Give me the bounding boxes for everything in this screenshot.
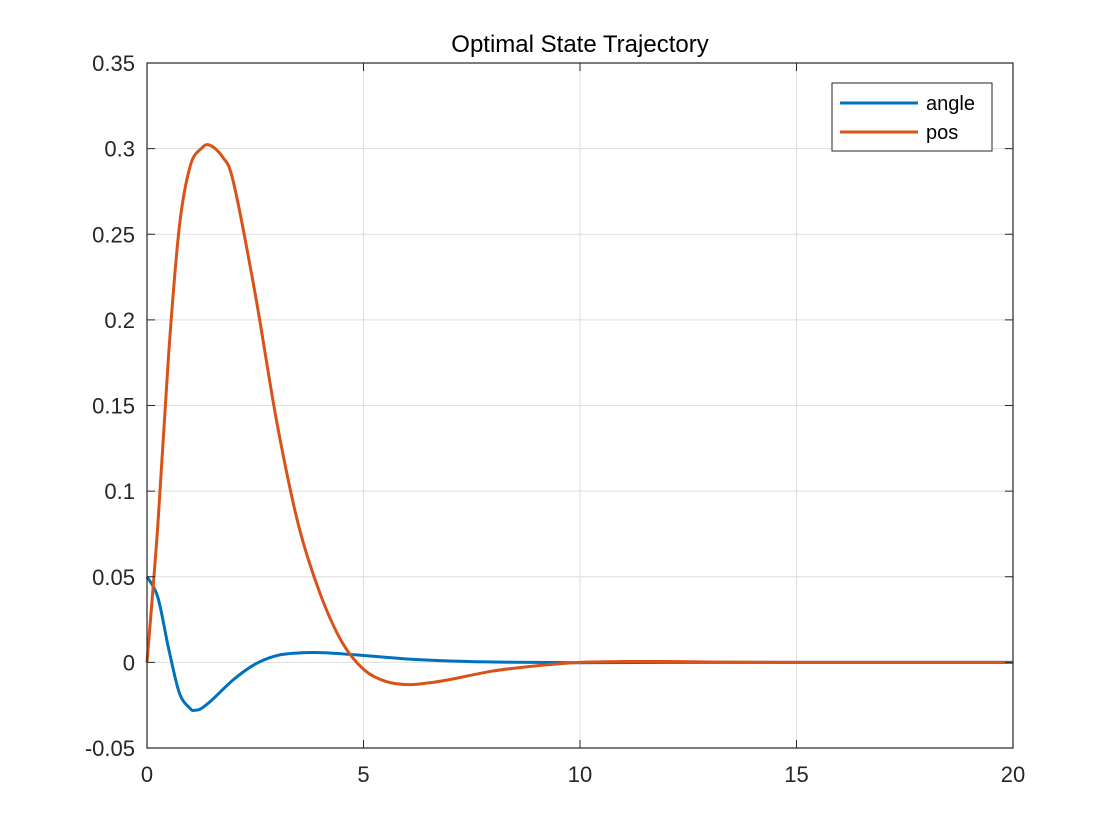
x-tick-label: 20 <box>1001 762 1025 787</box>
x-tick-label: 5 <box>357 762 369 787</box>
x-tick-labels: 0 5 10 15 20 <box>141 762 1025 787</box>
legend-label-angle: angle <box>926 93 975 115</box>
y-tick-label: 0.15 <box>92 394 135 419</box>
x-tick-label: 15 <box>784 762 808 787</box>
y-tick-label: 0.3 <box>104 137 135 162</box>
ticks <box>146 62 1014 749</box>
y-tick-label: 0.25 <box>92 222 135 247</box>
legend-box <box>831 82 993 152</box>
series-lines <box>145 143 1014 713</box>
y-tick-label: 0.1 <box>104 479 135 504</box>
y-tick-labels: -0.05 0 0.05 0.1 0.15 0.2 0.25 0.3 0.35 <box>85 51 135 761</box>
x-tick-label: 0 <box>141 762 153 787</box>
chart-title: Optimal State Trajectory <box>451 31 708 58</box>
y-tick-label: -0.05 <box>85 736 135 761</box>
x-tick-label: 10 <box>568 762 592 787</box>
legend-label-pos: pos <box>926 122 958 144</box>
series-line-pos <box>145 143 1014 687</box>
y-tick-label: 0.35 <box>92 51 135 76</box>
y-tick-label: 0 <box>123 650 135 675</box>
y-tick-label: 0.05 <box>92 565 135 590</box>
legend: angle pos <box>831 82 993 152</box>
y-tick-label: 0.2 <box>104 308 135 333</box>
